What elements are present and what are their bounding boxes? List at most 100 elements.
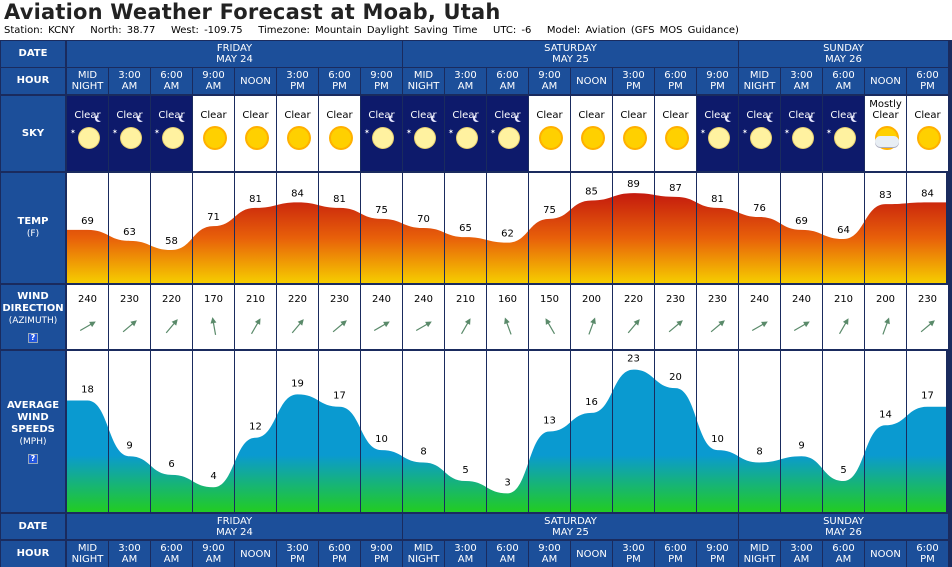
hour-cell: NOON: [235, 68, 276, 94]
sky-cell: Clear ✶: [403, 96, 444, 171]
hour-label: 3:00: [790, 543, 813, 554]
star-icon: ✶: [112, 128, 118, 136]
wind-arrow-icon: [882, 317, 890, 335]
wind-speed-row-label-text: AVERAGE: [6, 399, 60, 411]
wind-arrow-icon: [920, 320, 935, 333]
date-row-label-text: DATE: [18, 48, 48, 59]
wind-speed-chart-value-label: 10: [375, 434, 388, 445]
moon-icon: [751, 128, 771, 148]
wind-arrow-icon: [710, 320, 725, 333]
hour-period: AM: [457, 81, 474, 92]
day-name: FRIDAY: [216, 516, 253, 527]
hour-label: 9:00: [202, 543, 225, 554]
sky-cell: Clear: [319, 96, 360, 171]
crescent-icon: [475, 114, 482, 121]
wind-direction-cell: 170: [193, 285, 234, 349]
wind-speed-chart-value-label: 6: [168, 459, 174, 470]
wind-direction-cell: 240: [67, 285, 108, 349]
temperature-chart-value-label: 71: [207, 212, 220, 223]
temperature-chart-value-label: 81: [711, 194, 724, 205]
sky-cell: Clear ✶: [697, 96, 738, 171]
wind-speed-chart-value-label: 9: [126, 440, 132, 451]
hour-label: 6:00: [664, 543, 687, 554]
hour-period: AM: [205, 554, 222, 565]
crescent-icon: [391, 114, 398, 121]
wind-direction-value: 230: [917, 294, 938, 305]
sky-cell: Clear ✶: [781, 96, 822, 171]
hour-period: AM: [457, 554, 474, 565]
sky-cell: Clear ✶: [361, 96, 402, 171]
sky-condition: Clear: [746, 110, 773, 121]
wind-speed-chart-value-label: 20: [669, 372, 682, 383]
hour-cell: 3:00 AM: [781, 68, 822, 94]
sky-cell: Clear: [613, 96, 654, 171]
hour-label: 3:00: [118, 70, 141, 81]
hour-period: NIGHT: [743, 554, 776, 565]
temperature-chart-value-label: 75: [543, 205, 556, 216]
wind-direction-value: 220: [623, 294, 644, 305]
help-icon[interactable]: ?: [28, 453, 38, 464]
help-icon[interactable]: ?: [28, 333, 38, 343]
sun-icon: [247, 128, 267, 148]
hour-label: 9:00: [538, 543, 561, 554]
sky-cell: Clear: [529, 96, 570, 171]
hour-cell-bottom: 9:00 AM: [529, 541, 570, 567]
temperature-chart-area: [67, 193, 946, 283]
day-name: SATURDAY: [544, 516, 597, 527]
sun-icon: [625, 128, 645, 148]
temperature-chart-value-label: 64: [837, 225, 850, 236]
hour-label: 6:00: [496, 543, 519, 554]
sky-cell: Clear ✶: [151, 96, 192, 171]
temperature-chart-value-label: 81: [249, 194, 262, 205]
station-info: Station: KCNY North: 38.77 West: -109.75…: [4, 25, 739, 36]
sky-condition: Clear: [116, 110, 143, 121]
hour-cell-bottom: 6:00 AM: [487, 541, 528, 567]
sky-condition: Clear: [410, 110, 437, 121]
wind-direction-cell: 230: [907, 285, 948, 349]
hour-period: AM: [541, 81, 558, 92]
hour-cell-bottom: 6:00 AM: [823, 541, 864, 567]
crescent-icon: [97, 114, 104, 121]
wind-direction-value: 240: [791, 294, 812, 305]
cloud-icon: [875, 136, 899, 147]
sun-icon: [919, 128, 939, 148]
timezone-label: Timezone: Mountain Daylight Saving Time: [258, 25, 478, 36]
wind-speed-chart-value-label: 5: [840, 465, 846, 476]
wind-direction-row-label-unit-text: (AZIMUTH): [8, 316, 58, 326]
wind-direction-value: 200: [581, 294, 602, 305]
hour-label: 6:00: [328, 70, 351, 81]
sky-cell: Clear ✶: [109, 96, 150, 171]
star-icon: ✶: [154, 128, 160, 136]
star-icon: ✶: [700, 128, 706, 136]
hour-cell-bottom: 3:00 PM: [277, 541, 318, 567]
sky-condition: Mostly Clear: [869, 99, 902, 121]
star-icon: ✶: [826, 128, 832, 136]
hour-label: 6:00: [832, 543, 855, 554]
hour-label: 9:00: [370, 70, 393, 81]
moon-icon: [457, 128, 477, 148]
hour-period: PM: [626, 554, 641, 565]
hour-cell-bottom: 6:00 PM: [907, 541, 948, 567]
wind-arrow-icon: [122, 320, 137, 333]
wind-direction-value: 160: [497, 294, 518, 305]
sky-condition: Clear: [200, 110, 227, 121]
day-date: MAY 24: [216, 54, 253, 65]
temperature-chart-value-label: 84: [921, 188, 934, 199]
hour-period: PM: [332, 81, 347, 92]
temperature-chart-value-label: 69: [795, 216, 808, 227]
wind-direction-cell: 220: [277, 285, 318, 349]
temperature-chart-value-label: 70: [417, 214, 430, 225]
hour-period: AM: [163, 81, 180, 92]
hour-row-label: HOUR: [1, 68, 65, 94]
hour-cell: 9:00 PM: [697, 68, 738, 94]
wind-arrow-icon: [373, 321, 390, 332]
forecast-grid: DATE HOUR SKY TEMP (F) WIND DIRECTION (AZIMUTH)…: [0, 40, 952, 567]
wind-arrow-icon: [460, 318, 471, 335]
wind-direction-cell: 240: [403, 285, 444, 349]
sky-cell: Clear ✶: [67, 96, 108, 171]
hour-label: NOON: [240, 548, 271, 560]
hour-label: MID: [77, 70, 98, 81]
hour-cell-bottom: 9:00 AM: [193, 541, 234, 567]
hour-period: PM: [374, 81, 389, 92]
hour-cell-bottom: 3:00 AM: [445, 541, 486, 567]
